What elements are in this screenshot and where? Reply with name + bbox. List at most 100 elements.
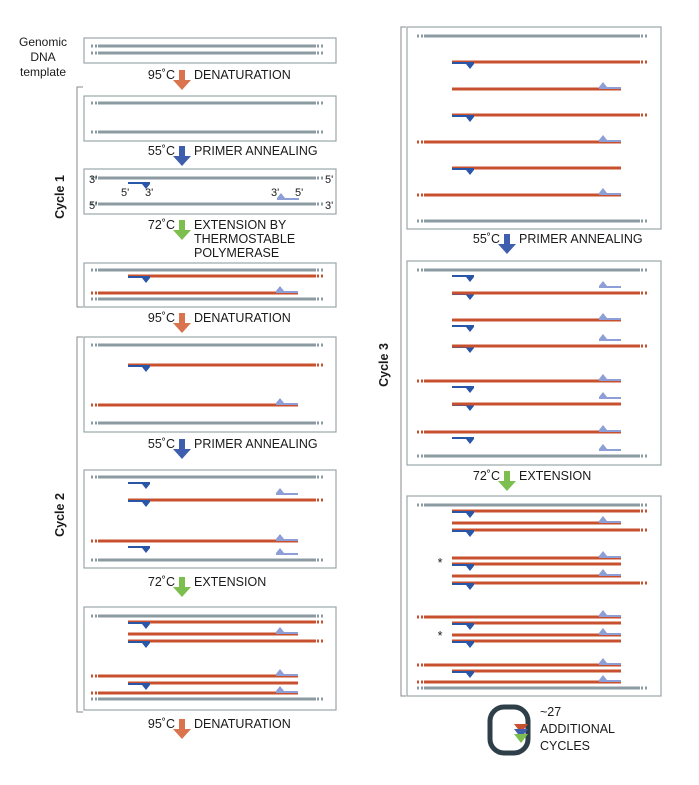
reverse-primer — [276, 488, 298, 495]
reverse-primer — [599, 610, 621, 617]
end-label: 3' — [145, 187, 153, 199]
forward-primer — [452, 564, 474, 571]
forward-primer — [452, 293, 474, 300]
loop-text-line-2: ADDITIONAL — [540, 722, 615, 736]
step-annealing-1: 55˚C PRIMER ANNEALING — [148, 144, 318, 166]
cycle3-bracket: Cycle 3 — [377, 26, 406, 697]
forward-primer — [128, 182, 150, 189]
end-label: 5' — [121, 187, 129, 199]
down-arrow-icon — [173, 719, 191, 739]
cycle3-label: Cycle 3 — [377, 343, 391, 387]
cycle1-bracket: Cycle 1 — [53, 86, 83, 308]
forward-primer — [452, 583, 474, 590]
cycle3-denatured-box — [406, 26, 662, 230]
temp-label: 55˚C — [473, 232, 500, 246]
cycle1-extended-box — [83, 262, 337, 308]
forward-primer — [452, 530, 474, 537]
forward-primer — [128, 546, 150, 553]
forward-primer — [452, 275, 474, 282]
forward-primer — [452, 404, 474, 411]
reverse-primer — [599, 516, 621, 523]
down-arrow-icon — [173, 577, 191, 597]
down-arrow-icon — [498, 471, 516, 491]
step-annealing-3: 55˚C PRIMER ANNEALING — [473, 232, 643, 254]
down-arrow-icon — [498, 234, 516, 254]
template-label-line-2: DNA — [30, 50, 55, 64]
step-label: DENATURATION — [194, 68, 291, 82]
template-label-line-3: template — [20, 65, 66, 79]
temp-label: 72˚C — [473, 469, 500, 483]
down-arrow-icon — [173, 313, 191, 333]
step-label: EXTENSION — [194, 575, 266, 589]
asterisk-mark: * — [438, 556, 443, 570]
cycle2-denatured-box — [83, 336, 337, 433]
reverse-primer — [599, 425, 621, 432]
step-denaturation-1: 95˚C DENATURATION — [148, 68, 291, 90]
reverse-primer — [599, 188, 621, 195]
step-label-line-1: EXTENSION BY — [194, 218, 287, 232]
reverse-primer — [599, 675, 621, 682]
reverse-primer — [276, 398, 298, 405]
step-label: PRIMER ANNEALING — [194, 437, 318, 451]
forward-primer — [452, 641, 474, 648]
step-denaturation-3: 95˚C DENATURATION — [148, 717, 291, 739]
step-extension-1: 72˚C EXTENSION BY THERMOSTABLE POLYMERAS… — [148, 218, 295, 260]
loop-text-line-1: ~27 — [540, 705, 561, 719]
forward-primer — [128, 683, 150, 690]
reverse-primer — [276, 669, 298, 676]
reverse-primer — [276, 686, 298, 693]
forward-primer — [128, 365, 150, 372]
forward-primer — [128, 641, 150, 648]
reverse-primer — [599, 374, 621, 381]
cycle3-annealed-box — [406, 260, 662, 466]
reverse-primer — [276, 548, 298, 555]
temp-label: 55˚C — [148, 437, 175, 451]
forward-primer — [452, 511, 474, 518]
step-denaturation-2: 95˚C DENATURATION — [148, 311, 291, 333]
reverse-primer — [599, 628, 621, 635]
reverse-primer — [599, 551, 621, 558]
temp-label: 95˚C — [148, 717, 175, 731]
reverse-primer — [599, 135, 621, 142]
loop-arrow-icon — [514, 734, 528, 743]
cycle2-extended-box — [83, 606, 337, 711]
down-arrow-icon — [173, 220, 191, 240]
loop-icon — [487, 704, 531, 756]
template-label-line-1: Genomic — [19, 35, 67, 49]
down-arrow-icon — [173, 439, 191, 459]
template-label: Genomic DNA template — [19, 35, 67, 79]
step-label-line-3: POLYMERASE — [194, 246, 279, 260]
forward-primer — [452, 386, 474, 393]
forward-primer — [452, 437, 474, 444]
reverse-primer — [599, 281, 621, 288]
step-label: DENATURATION — [194, 311, 291, 325]
cycle1-annealed-box: 3' 5' 5' 3' 5' 3' 3' 5' — [83, 168, 337, 215]
forward-primer — [452, 346, 474, 353]
forward-primer — [128, 482, 150, 489]
reverse-primer — [599, 82, 621, 89]
temp-label: 72˚C — [148, 575, 175, 589]
loop-arrow-icon — [514, 729, 528, 738]
forward-primer — [452, 62, 474, 69]
end-label: 5' — [325, 174, 333, 186]
forward-primer — [128, 276, 150, 283]
forward-primer — [128, 500, 150, 507]
temp-label: 72˚C — [148, 218, 175, 232]
cycle2-bracket: Cycle 2 — [53, 336, 83, 713]
step-label: PRIMER ANNEALING — [519, 232, 643, 246]
loop-text-line-3: CYCLES — [540, 739, 590, 753]
reverse-primer — [599, 392, 621, 399]
end-label: 5' — [89, 200, 97, 212]
end-label: 3' — [89, 174, 97, 186]
temp-label: 55˚C — [148, 144, 175, 158]
forward-primer — [128, 622, 150, 629]
reverse-primer — [599, 658, 621, 665]
forward-primer — [452, 325, 474, 332]
end-label: 5' — [295, 187, 303, 199]
forward-primer — [452, 168, 474, 175]
down-arrow-icon — [173, 146, 191, 166]
reverse-primer — [599, 569, 621, 576]
step-label: DENATURATION — [194, 717, 291, 731]
forward-primer — [452, 671, 474, 678]
